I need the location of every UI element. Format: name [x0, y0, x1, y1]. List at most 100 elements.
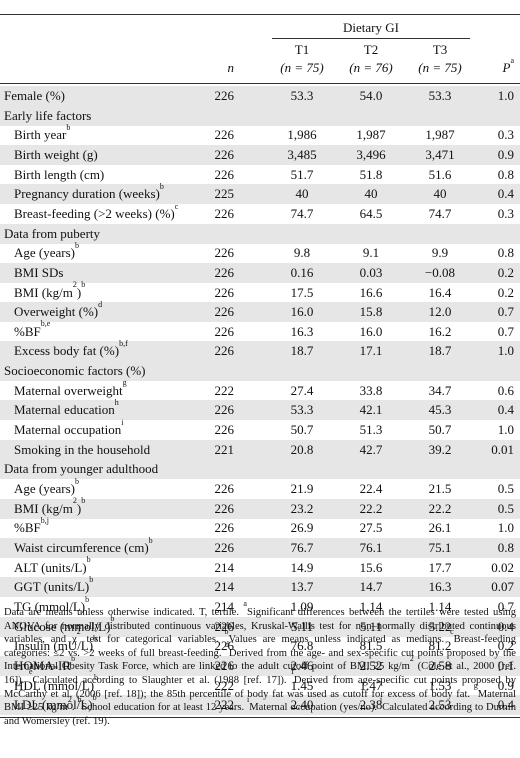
- table-row: Waist circumference (cm)b 226 76.7 76.1 75.1…: [0, 535, 520, 558]
- footnote-marker: b: [110, 614, 115, 624]
- table-row: Female (%) 226 53.3 54.0 53.3 1.0: [0, 86, 520, 106]
- t3-value: 1.14: [428, 598, 452, 614]
- tertile-n-row: n (n = 75) (n = 76) (n = 75) Pa: [0, 56, 520, 80]
- t1-value: 17.5: [290, 284, 314, 300]
- t1-value: 16.0: [290, 304, 314, 320]
- dietary-gi-header: Dietary GI: [343, 20, 399, 35]
- row-label: TG (mmol/L)b: [14, 594, 90, 614]
- row-label: GGT (units/L)b: [14, 574, 94, 595]
- t1-value: 53.3: [290, 402, 314, 418]
- t3-value: 2.58: [428, 657, 452, 673]
- n-value: 221: [214, 441, 235, 457]
- table-row: Birth length (cm) 226 51.7 51.8 51.6 0.8: [0, 165, 520, 185]
- table-row: TG (mmol/L)b 214 1.09 1.14 1.14 0.7: [0, 594, 520, 617]
- t3-value: 12.0: [428, 304, 452, 320]
- footnote-marker: b: [66, 122, 71, 132]
- footnote-marker: b: [71, 653, 76, 663]
- table-row: BMI SDs 226 0.16 0.03 −0.08 0.2: [0, 262, 520, 283]
- top-rule: [0, 14, 520, 15]
- p-value: 0.8: [497, 539, 514, 555]
- group-underline: [272, 38, 470, 39]
- n-value: 226: [214, 205, 235, 221]
- t2-value: 5.11: [359, 618, 383, 634]
- tertile-1-name: T1: [294, 42, 310, 57]
- p-value: 0.5: [497, 500, 514, 516]
- p-value: 0.4: [497, 618, 514, 634]
- table-row: %BFb,j 226 26.9 27.5 26.1 1.0: [0, 516, 520, 538]
- footnote-marker: b: [75, 240, 79, 250]
- t2-value: 51.3: [359, 422, 383, 438]
- table-row: HDL (mmol/L)b 222 1.45 1.47 1.53 0.9: [0, 674, 520, 696]
- row-label: Data from younger adulthood: [4, 461, 159, 477]
- footnote-marker: b: [93, 633, 98, 643]
- t3-value: 2.53: [428, 697, 452, 713]
- section-header-row: Data from younger adulthood: [0, 459, 520, 480]
- table-row: Maternal educationh 226 53.3 42.1 45.3 0.4: [0, 399, 520, 421]
- footnote-marker: g: [122, 378, 127, 388]
- n-value: 226: [214, 166, 235, 182]
- t1-value: 74.7: [290, 205, 314, 221]
- n-value: 214: [214, 559, 235, 575]
- t1-value: 3,485: [287, 146, 317, 162]
- n-value: 226: [214, 657, 235, 673]
- t1-value: 2.46: [290, 657, 314, 673]
- t2-value: 76.1: [359, 539, 383, 555]
- footnote-marker: d: [98, 299, 103, 309]
- t3-value: 16.3: [428, 579, 452, 595]
- t1-value: 20.8: [290, 441, 314, 457]
- p-value: 0.6: [497, 382, 514, 398]
- table-row: Breast-feeding (>2 weeks) (%)c 226 74.7 64.…: [0, 201, 520, 224]
- p-value: 0.2: [497, 284, 514, 300]
- t1-value: 0.16: [290, 264, 314, 280]
- section-header-row: Early life factors: [0, 105, 520, 126]
- table-row: Pregnancy duration (weeks)b 225 40 40 40 0.4: [0, 181, 520, 205]
- t2-value: 51.8: [359, 166, 383, 182]
- section-header-row: Data from puberty: [0, 223, 520, 244]
- table-row: LDL (mmol/L)b 222 2.40 2.38 2.53 0.4: [0, 693, 520, 716]
- t1-value: 16.3: [290, 323, 314, 339]
- p-value: 0.4: [497, 402, 514, 418]
- t1-value: 1,986: [287, 127, 317, 143]
- t1-value: 27.4: [290, 382, 314, 398]
- t2-value: 1.14: [359, 598, 383, 614]
- table-row: ALT (units/L)b 214 14.9 15.6 17.7 0.02: [0, 555, 520, 578]
- p-value: 0.8: [497, 166, 514, 182]
- row-label: Overweight (%)d: [14, 299, 103, 320]
- p-value: 0.9: [497, 146, 514, 162]
- table-row: %BFb,e 226 16.3 16.0 16.2 0.7: [0, 319, 520, 342]
- t3-value: 5.22: [428, 618, 452, 634]
- t1-value: 51.7: [290, 166, 314, 182]
- t2-value: 54.0: [359, 88, 383, 103]
- footnote-marker: b,e: [40, 319, 51, 329]
- t1-value: 5.11: [290, 618, 314, 634]
- footnote-marker: b: [148, 535, 153, 545]
- n-value: 226: [214, 539, 235, 555]
- footnote-marker: c: [174, 201, 179, 211]
- section-header-row: Socioeconomic factors (%): [0, 361, 520, 382]
- t2-value: 17.1: [359, 343, 383, 359]
- header-rule: [0, 83, 520, 84]
- n-value: 226: [214, 146, 235, 162]
- row-label: Pregnancy duration (weeks)b: [14, 181, 164, 202]
- n-value: 225: [214, 186, 235, 202]
- tertile-3-n: (n = 75): [418, 60, 462, 75]
- table-row: BMI (kg/m2)b 226 23.2 22.2 22.2 0.5: [0, 497, 520, 519]
- t1-value: 23.2: [290, 500, 314, 516]
- p-value: 0.7: [497, 598, 514, 614]
- row-label: BMI (kg/m2)b: [14, 280, 86, 300]
- table-row: Overweight (%)d 226 16.0 15.8 12.0 0.7: [0, 299, 520, 323]
- t1-value: 76.8: [290, 638, 314, 654]
- t3-value: 50.7: [428, 422, 452, 438]
- tertile-name-row: T1 T2 T3: [0, 42, 520, 62]
- n-value: 222: [214, 677, 235, 693]
- p-value: 0.07: [491, 579, 514, 595]
- t3-value: 39.2: [428, 441, 452, 457]
- footnote-marker: b: [86, 555, 91, 565]
- t1-value: 18.7: [290, 343, 314, 359]
- p-value: 0.1: [497, 657, 514, 673]
- n-value: 226: [214, 284, 235, 300]
- row-label: Breast-feeding (>2 weeks) (%)c: [14, 201, 179, 221]
- t2-value: 3,496: [356, 146, 386, 162]
- row-label: Maternal overweightg: [14, 378, 127, 398]
- t1-value: 1.09: [290, 598, 314, 614]
